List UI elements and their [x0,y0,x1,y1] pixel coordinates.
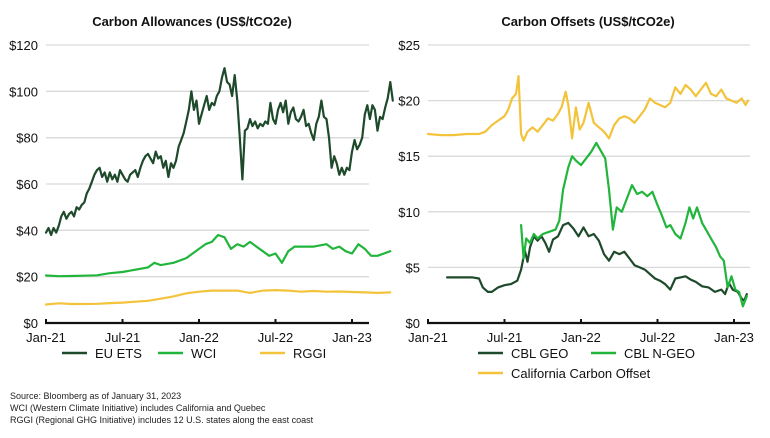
y-tick-label: $10 [398,205,420,220]
footnotes: Source: Bloomberg as of January 31, 2023… [10,390,313,426]
y-tick-label: $0 [24,316,38,331]
y-tick-label: $20 [398,94,420,109]
legend-label: California Carbon Offset [511,366,651,381]
x-tick-label: Jan-21 [26,330,66,345]
x-tick-label: Jul-22 [640,330,675,345]
x-tick-label: Jan-22 [179,330,219,345]
legend-label: CBL GEO [511,346,568,361]
legend-item: California Carbon Offset [478,366,651,381]
legend-label: WCI [191,346,216,361]
legend-item: EU ETS [62,346,142,361]
x-tick-label: Jan-23 [332,330,372,345]
series-line-california-carbon-offset [426,75,750,142]
y-tick-label: $40 [16,223,38,238]
x-tick-label: Jul-21 [487,330,522,345]
footnote-rggi: RGGI (Regional GHG Initiative) includes … [10,415,314,425]
legend-label: EU ETS [95,346,142,361]
footnote-wci: WCI (Western Climate Initiative) include… [10,403,266,413]
footnote-source: Source: Bloomberg as of January 31, 2023 [10,391,182,401]
chart-panel-0: Carbon Allowances (US$/tCO2e) $0 $20 $40 $60… [9,14,394,361]
series-line-rggi [44,289,392,306]
series-line-wci [44,233,392,278]
y-tick-label: $120 [9,38,38,53]
legend-item: WCI [158,346,216,361]
series-line-eu-ets [44,67,394,237]
y-tick-label: $0 [406,316,420,331]
x-tick-label: Jul-22 [258,330,293,345]
y-tick-label: $25 [398,38,420,53]
y-tick-label: $20 [16,270,38,285]
y-tick-label: $100 [9,84,38,99]
x-tick-label: Jan-23 [714,330,754,345]
legend-label: CBL N-GEO [624,346,695,361]
y-tick-label: $60 [16,177,38,192]
chart-title: Carbon Offsets (US$/tCO2e) [501,14,674,29]
x-tick-label: Jan-22 [561,330,601,345]
y-tick-label: $5 [406,260,420,275]
chart-panel-1: Carbon Offsets (US$/tCO2e) $0 $5 $10 $15 $20 $… [398,14,754,381]
series-line-cbl-geo [446,221,748,302]
legend-item: RGGI [260,346,326,361]
legend-item: CBL GEO [478,346,568,361]
x-tick-label: Jul-21 [105,330,140,345]
legend-label: RGGI [293,346,326,361]
series-line-cbl-n-geo [520,141,748,308]
y-tick-label: $15 [398,149,420,164]
x-tick-label: Jan-21 [408,330,448,345]
legend-item: CBL N-GEO [591,346,695,361]
chart-title: Carbon Allowances (US$/tCO2e) [92,14,292,29]
y-tick-label: $80 [16,131,38,146]
